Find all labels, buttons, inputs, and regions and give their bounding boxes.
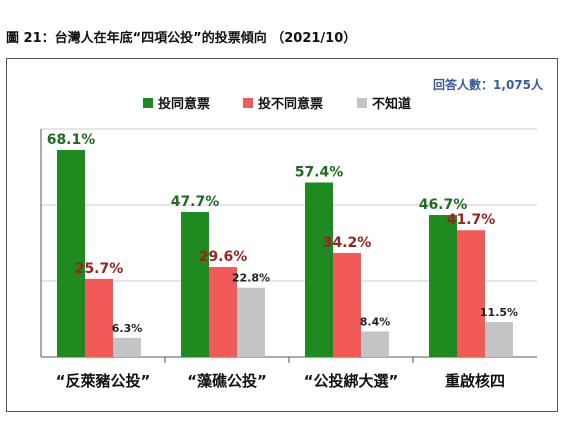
- data-label-2-1: 34.2%: [323, 235, 372, 251]
- bar-2-1: [333, 253, 361, 357]
- data-label-2-2: 8.4%: [360, 315, 391, 328]
- data-label-0-2: 6.3%: [112, 322, 143, 335]
- bar-0-1: [85, 278, 113, 357]
- bar-1-0: [181, 211, 209, 357]
- data-label-1-0: 47.7%: [171, 194, 220, 210]
- legend-swatch-0: [143, 98, 153, 108]
- data-label-2-0: 57.4%: [295, 165, 344, 181]
- legend-label-1: 投不同意票: [258, 96, 323, 112]
- legend-label-0: 投同意票: [158, 96, 210, 112]
- bar-2-2: [361, 331, 389, 357]
- data-label-0-0: 68.1%: [47, 132, 96, 148]
- legend-label-2: 不知道: [372, 96, 411, 112]
- figure-title: 圖 21：台灣人在年底“四項公投”的投票傾向 （2021/10）: [6, 31, 357, 46]
- category-label-1: “藻礁公投”: [187, 372, 267, 390]
- data-label-3-2: 11.5%: [480, 306, 518, 319]
- data-label-0-1: 25.7%: [75, 261, 124, 277]
- bar-0-2: [113, 337, 141, 357]
- category-label-2: “公投綁大選”: [304, 372, 399, 390]
- data-label-1-1: 29.6%: [199, 249, 248, 265]
- category-label-0: “反萊豬公投”: [56, 372, 151, 390]
- bar-3-2: [485, 322, 513, 357]
- bar-3-1: [457, 230, 485, 357]
- respondents-note: 回答人數：1,075人: [433, 77, 544, 92]
- data-label-3-1: 41.7%: [447, 212, 496, 228]
- chart-frame: 回答人數：1,075人投同意票 投不同意票 不知道 68.1% 25.7% 6.3% “反萊…: [6, 58, 558, 412]
- category-label-3: 重啟核四: [445, 372, 505, 390]
- legend-swatch-2: [357, 98, 367, 108]
- data-label-3-0: 46.7%: [419, 197, 468, 213]
- bar-1-2: [237, 287, 265, 357]
- legend-swatch-1: [243, 98, 253, 108]
- bar-2-0: [305, 182, 333, 357]
- bar-1-1: [209, 267, 237, 357]
- bar-0-0: [57, 149, 85, 357]
- bar-3-0: [429, 215, 457, 357]
- data-label-1-2: 22.8%: [232, 272, 270, 285]
